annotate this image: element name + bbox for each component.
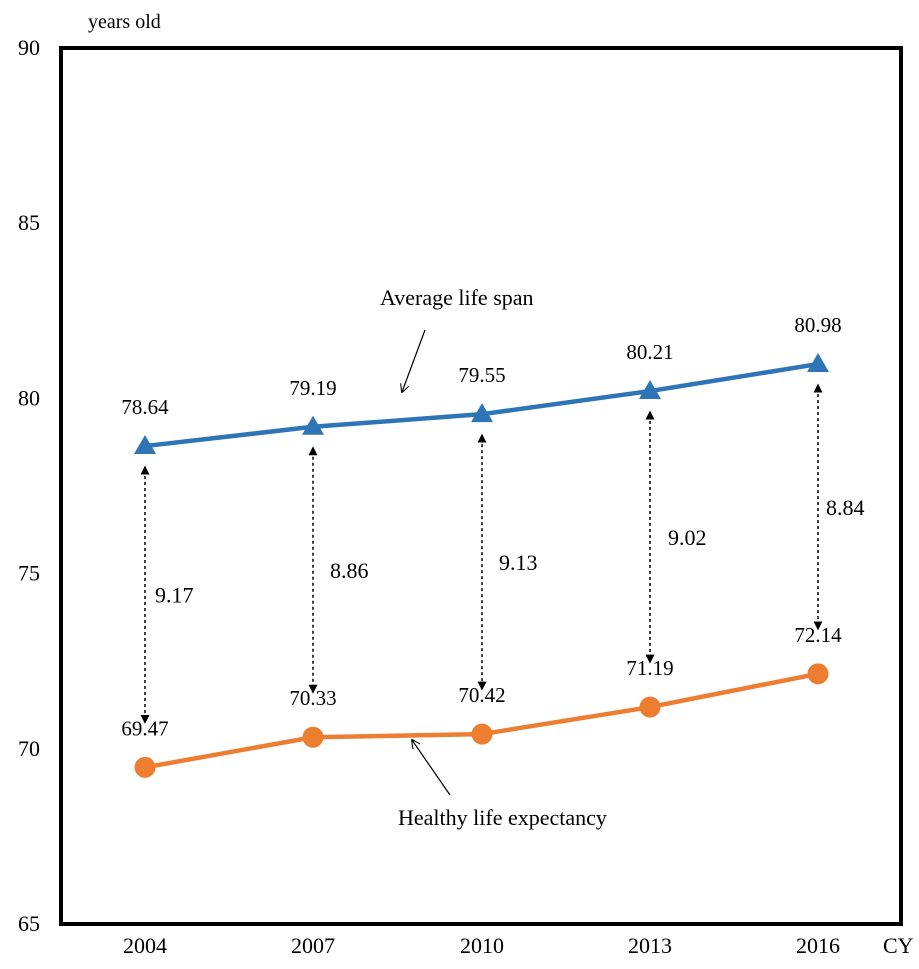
x-tick-label-2004: 2004	[123, 933, 167, 958]
x-axis-unit: CY	[883, 933, 914, 958]
y-tick-label-80: 80	[18, 385, 40, 410]
average-life-span-callout-arrow	[402, 329, 426, 392]
healthy-life-expectancy-point-2007-label: 70.33	[289, 686, 336, 710]
difference-arrows: 9.17 8.86 9.13 9.02 8.84	[140, 383, 865, 724]
healthy-life-expectancy-point-2013	[639, 696, 661, 718]
difference-label-2004: 9.17	[155, 583, 194, 608]
average-life-span-point-2016	[807, 353, 829, 373]
healthy-life-expectancy-point-2004	[134, 756, 156, 778]
difference-label-2007: 8.86	[330, 558, 369, 583]
average-life-span-point-2010-label: 79.55	[458, 363, 505, 387]
healthy-life-expectancy-point-2010	[471, 723, 493, 745]
average-life-span-point-2007-label: 79.19	[289, 376, 336, 400]
x-tick-label-2007: 2007	[291, 933, 335, 958]
average-life-span-point-2013-label: 80.21	[626, 340, 673, 364]
healthy-life-expectancy-callout-arrow	[412, 740, 451, 796]
healthy-life-expectancy-point-2004-label: 69.47	[121, 716, 168, 740]
average-life-span-point-2004-label: 78.64	[121, 395, 169, 419]
y-axis-tick-labels: 65 70 75 80 85 90	[18, 35, 40, 936]
plot-frame	[59, 46, 903, 926]
series-layer: 78.64 79.19 79.55 80.21 80.98 69.47 70.33 70.42…	[121, 313, 842, 778]
average-life-span-point-2016-label: 80.98	[794, 313, 841, 337]
difference-label-2013: 9.02	[668, 525, 707, 550]
y-tick-label-70: 70	[18, 736, 40, 761]
healthy-life-expectancy-point-2007	[302, 726, 324, 748]
healthy-life-expectancy-point-2010-label: 70.42	[458, 683, 505, 707]
difference-label-2016: 8.84	[826, 495, 865, 520]
y-tick-label-90: 90	[18, 35, 40, 60]
series-label-average-life-span: Average life span	[380, 285, 534, 310]
average-life-span-point-2010	[471, 403, 493, 423]
average-life-span-point-2004	[134, 435, 156, 455]
average-life-span-point-2013	[639, 380, 661, 400]
y-axis-unit: years old	[88, 11, 161, 33]
difference-label-2010: 9.13	[499, 550, 538, 575]
x-tick-label-2013: 2013	[628, 933, 672, 958]
x-tick-label-2010: 2010	[460, 933, 504, 958]
y-tick-label-65: 65	[18, 911, 40, 936]
healthy-life-expectancy-point-2016	[807, 663, 829, 685]
y-tick-label-75: 75	[18, 561, 40, 586]
series-labels: Average life span Healthy life expectancy	[380, 285, 607, 830]
y-tick-label-85: 85	[18, 210, 40, 235]
x-tick-label-2016: 2016	[796, 933, 840, 958]
healthy-life-expectancy-point-2016-label: 72.14	[794, 623, 842, 647]
average-life-span-point-2007	[302, 415, 324, 435]
healthy-life-expectancy-point-2013-label: 71.19	[626, 656, 673, 680]
series-label-healthy-life-expectancy: Healthy life expectancy	[398, 805, 607, 830]
x-axis-tick-labels: 2004 2007 2010 2013 2016	[123, 933, 840, 958]
